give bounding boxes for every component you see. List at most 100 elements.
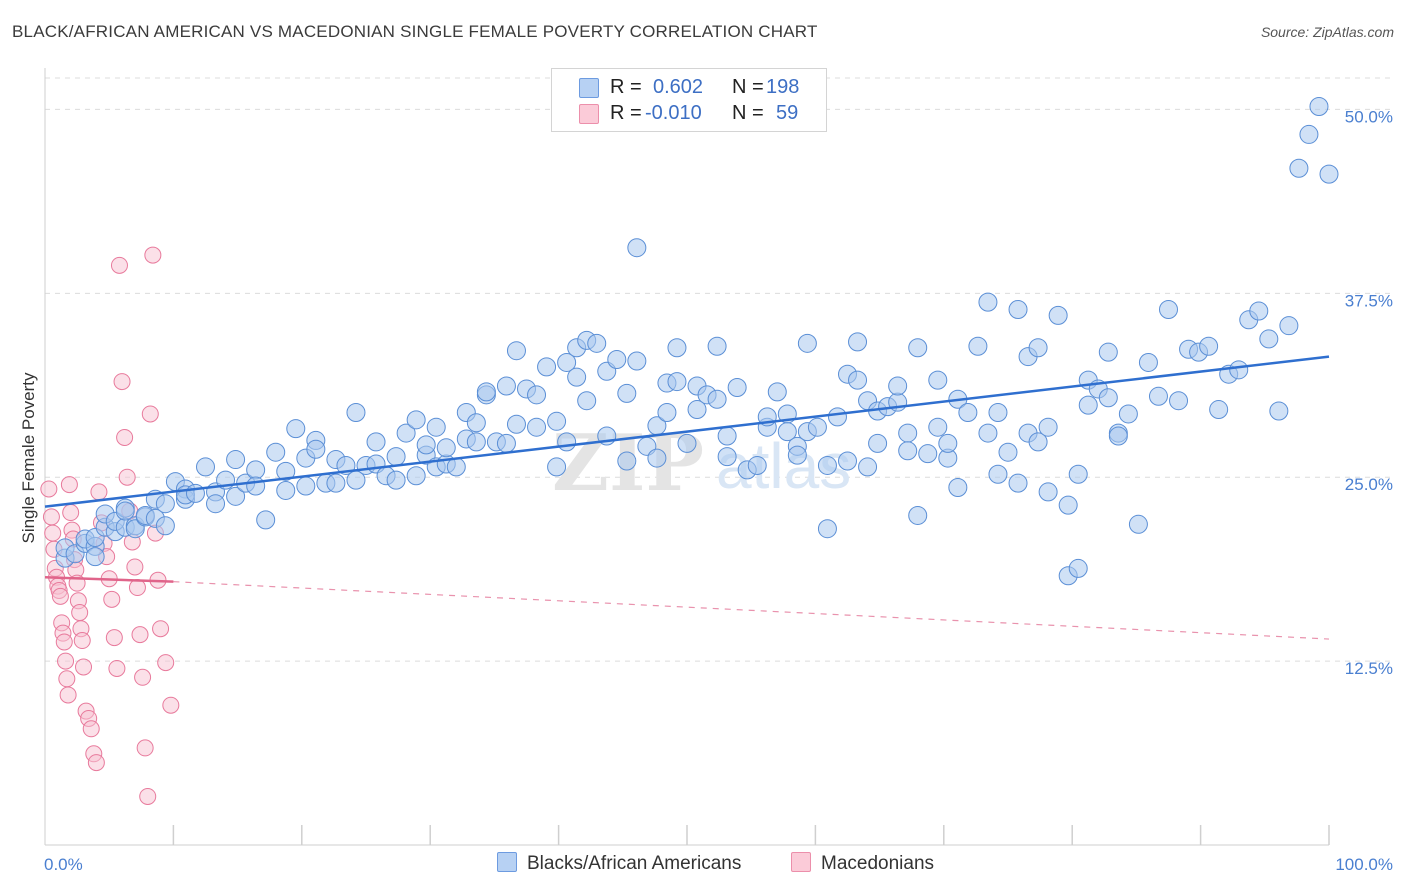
legend-r-value-blacks: 0.602 — [653, 76, 704, 98]
blacks-point — [978, 423, 998, 443]
blacks-point — [988, 402, 1008, 422]
blacks-point — [306, 439, 326, 459]
series-name-macedonians: Macedonians — [821, 853, 935, 874]
axes — [44, 68, 1330, 846]
y-tick-label: 37.5% — [1345, 291, 1393, 310]
macedonians-trend-extension — [173, 581, 1330, 640]
blacks-point — [627, 351, 647, 371]
legend-row-blacks: R = 0.602 N = 198 — [552, 75, 826, 101]
legend-r-value-macedonians: -0.010 — [645, 102, 702, 124]
macedonians-point — [141, 405, 159, 423]
macedonians-point — [134, 668, 152, 686]
blacks-point — [908, 505, 928, 525]
blacks-point — [326, 473, 346, 493]
blacks-point — [426, 417, 446, 437]
macedonians-point — [128, 579, 146, 597]
blacks-point — [386, 470, 406, 490]
blacks-point — [1199, 336, 1219, 356]
blacks-point — [1038, 417, 1058, 437]
blacks-point — [406, 466, 426, 486]
blacks-point — [817, 455, 837, 475]
macedonians-point — [59, 686, 77, 704]
blacks-point — [537, 357, 557, 377]
y-axis-title: Single Female Poverty — [19, 372, 38, 544]
blacks-point — [727, 377, 747, 397]
blacks-point — [226, 486, 246, 506]
macedonians-point — [139, 787, 157, 805]
blacks-point — [1128, 514, 1148, 534]
chart-title: BLACK/AFRICAN AMERICAN VS MACEDONIAN SIN… — [12, 22, 818, 41]
blacks-point — [1249, 301, 1269, 321]
macedonians-point — [103, 590, 121, 608]
blacks-point — [968, 336, 988, 356]
blacks-point — [276, 480, 296, 500]
trend-lines — [44, 355, 1330, 640]
blacks-point — [506, 341, 526, 361]
blacks-point — [647, 448, 667, 468]
blacks-point — [155, 516, 175, 536]
blacks-point — [1148, 386, 1168, 406]
gridlines — [45, 77, 1395, 662]
blacks-point — [466, 432, 486, 452]
blacks-point — [547, 411, 567, 431]
macedonians-point — [136, 739, 154, 757]
blacks-point — [627, 238, 647, 258]
macedonians-point — [90, 483, 108, 501]
macedonians-point — [131, 626, 149, 644]
blacks-point — [667, 372, 687, 392]
blacks-point — [386, 447, 406, 467]
blacks-point — [527, 385, 547, 405]
blacks-point — [1169, 391, 1189, 411]
bottom-swatch-blacks — [497, 852, 517, 872]
blacks-point — [1269, 401, 1289, 421]
blacks-point — [587, 333, 607, 353]
legend-r-label: R = — [610, 102, 642, 124]
blacks-point — [1068, 558, 1088, 578]
blacks-point — [557, 432, 577, 452]
blacks-point — [717, 447, 737, 467]
blacks-point — [1008, 300, 1028, 319]
blacks-point — [958, 402, 978, 422]
macedonians-point — [55, 633, 73, 651]
blacks-point — [1008, 473, 1028, 493]
blacks-point — [1299, 124, 1319, 144]
legend-n-label: N = — [732, 102, 764, 124]
macedonians-point — [110, 256, 128, 274]
blacks-point — [988, 464, 1008, 484]
blacks-point — [266, 442, 286, 462]
blacks-point — [286, 419, 306, 439]
blacks-point — [687, 400, 707, 420]
blacks-point — [527, 417, 547, 437]
blacks-point — [557, 352, 577, 372]
x-tick-label-max: 100.0% — [1335, 855, 1393, 874]
bottom-swatch-macedonians — [791, 852, 811, 872]
blacks-point — [206, 494, 226, 514]
blacks-point — [1078, 395, 1098, 415]
blacks-point — [928, 370, 948, 390]
blacks-points — [55, 96, 1339, 586]
blacks-point — [406, 410, 426, 430]
blacks-point — [787, 445, 807, 465]
legend-item-blacks: Blacks/African Americans — [497, 852, 741, 875]
blacks-point — [868, 433, 888, 453]
macedonians-point — [62, 504, 80, 522]
legend-r-label: R = — [610, 76, 642, 98]
blacks-point — [276, 461, 296, 481]
blacks-point — [617, 383, 637, 403]
blacks-point — [807, 417, 827, 437]
macedonians-point — [57, 652, 75, 670]
legend-n-value-blacks: 198 — [766, 76, 800, 98]
blacks-point — [346, 402, 366, 422]
blacks-point — [657, 402, 677, 422]
y-tick-label: 50.0% — [1345, 107, 1393, 126]
blacks-point — [667, 338, 687, 358]
blacks-point — [366, 432, 386, 452]
blacks-point — [908, 338, 928, 358]
blacks-point — [436, 438, 456, 458]
blacks-point — [567, 367, 587, 387]
blacks-point — [246, 476, 266, 496]
macedonians-point — [82, 720, 100, 738]
blacks-point — [85, 547, 105, 567]
blacks-point — [506, 414, 526, 434]
